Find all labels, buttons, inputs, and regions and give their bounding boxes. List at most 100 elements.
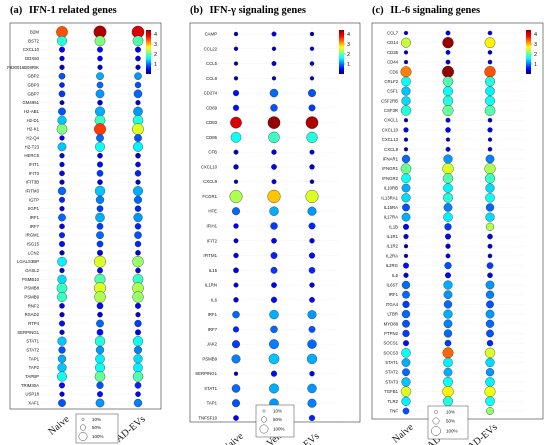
expression-dot [401, 396, 411, 406]
gene-label: IIGP1 [28, 206, 40, 211]
expression-dot [133, 398, 143, 408]
expression-dot [134, 81, 142, 89]
gene-label: LGALS3BP [17, 259, 39, 264]
panel-a-dots [56, 25, 145, 408]
expression-dot [59, 161, 65, 168]
expression-dot [58, 46, 66, 53]
expression-dot [309, 179, 315, 184]
expression-dot [58, 196, 66, 203]
expression-dot [271, 179, 277, 185]
gene-label: DDX60 [25, 56, 39, 61]
panel-c: (c) IL-6 signaling genes CCL7 CD14 CD36 CD4… [371, 5, 544, 445]
expression-dot [134, 205, 142, 212]
expression-dot [59, 303, 65, 309]
expression-dot [57, 186, 67, 196]
gene-label: IL6ST [387, 283, 399, 288]
size-legend-label-10: 10% [273, 409, 282, 414]
expression-dot [442, 163, 454, 175]
gene-label: USP18 [25, 392, 39, 397]
gene-label: H2-T23 [25, 144, 40, 149]
expression-dot [443, 192, 453, 203]
expression-dot [401, 154, 411, 164]
expression-dot [59, 170, 65, 177]
gene-label: IRGM1 [25, 233, 39, 238]
panel-a-title: (a) IFN-1 related genes [10, 5, 117, 16]
gene-label: IRF7 [208, 327, 218, 332]
expression-dot [96, 46, 104, 53]
expression-dot [270, 266, 278, 274]
expression-dot [95, 212, 105, 223]
expression-dot [402, 223, 410, 230]
expression-dot [271, 149, 277, 155]
expression-dot [96, 231, 104, 240]
expression-dot [403, 137, 409, 142]
expression-dot [403, 118, 409, 123]
expression-dot [59, 135, 65, 141]
expression-dot [56, 282, 68, 294]
gene-label: PSMB9 [24, 295, 39, 300]
expression-dot [135, 152, 141, 159]
expression-dot [232, 104, 240, 111]
expression-dot [134, 72, 142, 80]
expression-dot [135, 250, 141, 256]
expression-dot [232, 326, 240, 333]
expression-dot [443, 319, 453, 329]
expression-dot [135, 64, 141, 70]
gene-label: STAT1 [204, 386, 217, 391]
expression-dot [269, 88, 279, 98]
gene-label: IFNGR2 [382, 176, 398, 181]
gene-label: STAT3 [385, 379, 398, 384]
expression-dot [400, 163, 412, 174]
gene-label: IFNGR1 [382, 166, 398, 171]
gene-label: CXCL10 [382, 127, 399, 132]
expression-dot [305, 189, 319, 203]
gene-label: CCL7 [387, 31, 399, 36]
expression-dot [134, 329, 142, 336]
expression-dot [487, 272, 493, 279]
expression-dot [270, 104, 278, 112]
expression-dot [403, 253, 409, 259]
expression-dot [484, 347, 496, 358]
expression-dot [59, 329, 65, 335]
gene-label: IFIH1 [206, 224, 217, 229]
colorbar-tick-label: 3 [154, 42, 157, 48]
gene-label: SERPING1 [195, 371, 217, 376]
expression-dot [96, 134, 104, 142]
expression-dot [443, 396, 453, 407]
expression-dot [233, 61, 239, 66]
expression-dot [232, 399, 240, 408]
expression-dot [307, 339, 317, 349]
panel-b-title: (b) IFN-γ signaling genes [190, 5, 306, 16]
size-legend-dot-large [259, 424, 269, 434]
expression-dot [233, 371, 239, 376]
expression-dot [402, 319, 410, 328]
expression-dot [132, 336, 144, 347]
expression-dot [308, 104, 316, 112]
expression-dot [134, 381, 142, 389]
size-legend-dot-small [81, 418, 85, 421]
expression-dot [96, 391, 104, 398]
expression-dot [59, 64, 65, 70]
expression-dot [95, 345, 105, 355]
expression-dot [94, 336, 106, 347]
expression-dot [271, 282, 277, 288]
expression-dot [485, 154, 495, 164]
expression-dot [96, 240, 104, 248]
expression-dot [233, 164, 239, 170]
gene-label: TAP1 [207, 401, 218, 406]
expression-dot [135, 55, 141, 62]
expression-dot [484, 105, 496, 116]
expression-dot [135, 391, 141, 397]
colorbar-ticks: 4 3 2 1 [151, 32, 157, 68]
expression-dot [444, 339, 452, 347]
expression-dot [134, 195, 142, 204]
gene-label: IL1RN [205, 283, 217, 288]
expression-dot [442, 347, 454, 359]
gene-label: IL2RG [386, 263, 399, 268]
expression-dot [270, 296, 278, 303]
expression-dot [485, 95, 495, 106]
expression-dot [57, 115, 67, 125]
expression-dot [445, 59, 451, 65]
expression-dot [306, 353, 318, 365]
expression-dot [271, 46, 277, 51]
